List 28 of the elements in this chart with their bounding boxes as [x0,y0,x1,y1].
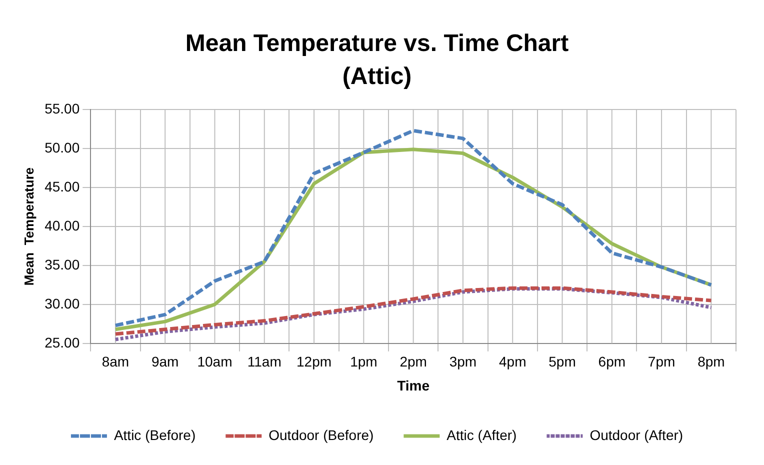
x-tick-label: 11am [247,354,282,370]
x-tick-label: 3pm [449,354,477,370]
y-tick-label: 50.00 [44,139,80,156]
legend-label: Attic (Before) [114,426,196,443]
x-tick-label: 7pm [648,354,676,370]
y-axis-title: Mean Temperature [21,167,36,286]
chart-subtitle: (Attic) [342,62,412,90]
x-tick-label: 6pm [598,354,626,370]
x-axis-title: Time [397,377,430,394]
y-tick-label: 35.00 [44,256,80,272]
x-tick-label: 5pm [548,354,576,370]
y-tick-label: 45.00 [44,178,80,194]
x-tick-label: 10am [197,354,232,370]
x-tick-label: 8am [102,354,130,370]
chart-title: Mean Temperature vs. Time Chart [185,30,569,58]
x-tick-label: 2pm [400,354,427,370]
x-tick-label: 9am [151,354,179,370]
y-tick-label: 25.00 [44,334,80,350]
y-tick-label: 30.00 [44,295,80,312]
legend-label: Attic (After) [446,426,517,443]
x-tick-label: 12pm [296,354,332,370]
y-tick-label: 55.00 [44,100,80,116]
x-tick-label: 1pm [350,354,378,370]
x-tick-label: 4pm [498,354,526,370]
legend-label: Outdoor (Before) [268,426,374,443]
y-tick-label: 40.00 [44,217,80,234]
legend-label: Outdoor (After) [590,426,684,443]
x-tick-label: 8pm [698,354,725,370]
